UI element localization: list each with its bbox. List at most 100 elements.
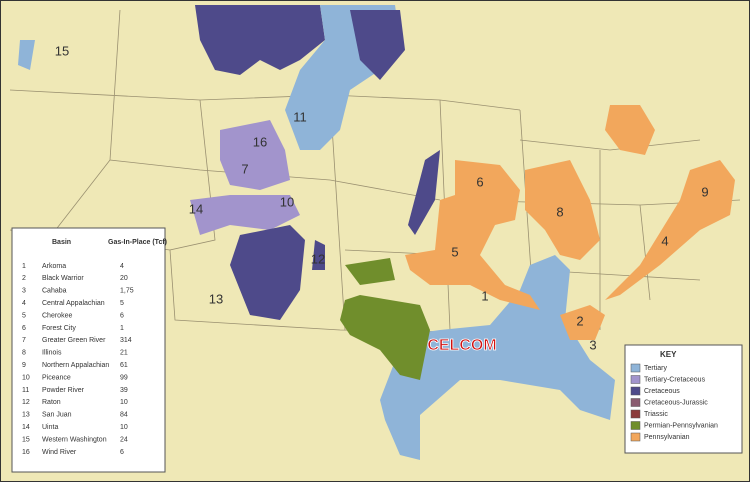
basin-number: 14 [189, 201, 203, 216]
basin-area [605, 105, 655, 155]
key-label: Cretaceous-Jurassic [644, 399, 708, 406]
basin-number: 6 [476, 174, 483, 189]
row-number: 6 [22, 325, 26, 332]
basin-name: Powder River [42, 387, 85, 394]
key-swatch [630, 363, 641, 373]
table-header: Gas-In-Place (Tcf) [108, 239, 167, 246]
basin-number: 12 [311, 251, 325, 266]
row-number: 14 [22, 424, 30, 431]
basin-area [380, 255, 615, 460]
key-label: Permian-Pennsylvanian [644, 422, 718, 429]
table-rows: 1 Arkoma 4 2 Black Warrior 20 3 Cahaba 1,75 4 Cent… [22, 263, 134, 456]
gas-value: 21 [120, 350, 128, 357]
basin-name: Piceance [42, 374, 71, 381]
basin-number: 16 [253, 134, 267, 149]
basin-number: 13 [209, 291, 223, 306]
basin-area [605, 160, 735, 300]
row-number: 2 [22, 275, 26, 282]
watermark: CELCOM [427, 337, 496, 354]
basin-number: 11 [293, 109, 307, 124]
row-number: 10 [22, 374, 30, 381]
gas-value: 84 [120, 412, 128, 419]
row-number: 15 [22, 436, 30, 443]
basin-number: 5 [451, 244, 458, 259]
basin-name: Cherokee [42, 312, 72, 319]
key-label: Pennsylvanian [644, 434, 690, 441]
gas-value: 24 [120, 436, 128, 443]
key-swatch [630, 409, 641, 419]
row-number: 9 [22, 362, 26, 369]
gas-value: 6 [120, 312, 124, 319]
basin-area [350, 10, 405, 80]
gas-value: 6 [120, 449, 124, 456]
key-label: Tertiary [644, 365, 667, 372]
basin-area [190, 195, 300, 235]
row-number: 13 [22, 412, 30, 419]
basin-name: Arkoma [42, 263, 66, 270]
basin-number: 4 [661, 233, 668, 248]
key-box [624, 344, 743, 454]
row-number: 7 [22, 337, 26, 344]
key-swatch [630, 375, 641, 384]
key-swatch [630, 421, 641, 430]
gas-value: 10 [120, 424, 128, 431]
basin-name: San Juan [42, 412, 72, 419]
key-swatch [630, 398, 641, 407]
row-number: 4 [22, 300, 26, 307]
table-box [11, 227, 166, 473]
row-number: 3 [22, 288, 26, 295]
key-swatch [630, 432, 641, 442]
basin-area [230, 225, 305, 320]
basin-name: Forest City [42, 325, 76, 332]
basin-number: 15 [55, 43, 69, 58]
basin-number: 10 [280, 194, 294, 209]
key-label: Triassic [644, 411, 668, 418]
gas-value: 39 [120, 387, 128, 394]
basin-name: Wind River [42, 449, 77, 456]
basin-name: Uinta [42, 424, 58, 431]
basin-area [405, 160, 540, 310]
gas-value: 61 [120, 362, 128, 369]
row-number: 8 [22, 350, 26, 357]
row-number: 1 [22, 263, 26, 270]
basin-number: 9 [701, 184, 708, 199]
gas-value: 1 [120, 325, 124, 332]
key-swatch [630, 386, 641, 396]
basin-area [345, 258, 395, 285]
gas-value: 20 [120, 275, 128, 282]
basin-name: Raton [42, 399, 61, 406]
basin-table: Basin Gas-In-Place (Tcf) 1 Arkoma 4 2 Black … [11, 227, 167, 473]
gas-value: 314 [120, 337, 132, 344]
basin-area [340, 295, 430, 380]
basin-name: Black Warrior [42, 275, 84, 282]
basin-number: 2 [576, 313, 583, 328]
basin-area [18, 40, 35, 70]
key-label: Cretaceous [644, 388, 680, 395]
gas-value: 5 [120, 300, 124, 307]
basin-area [525, 160, 600, 260]
row-number: 12 [22, 399, 30, 406]
basin-name: Illinois [42, 350, 62, 357]
basin-area [408, 150, 440, 235]
basin-area [312, 240, 325, 270]
basin-name: Western Washington [42, 436, 107, 443]
row-number: 11 [22, 387, 29, 394]
basin-name: Northern Appalachian [42, 362, 109, 369]
basin-name: Cahaba [42, 288, 67, 295]
basin-area [560, 305, 605, 340]
row-number: 16 [22, 449, 30, 456]
table-header: Basin [52, 239, 71, 246]
gas-value: 4 [120, 263, 124, 270]
basins [18, 5, 735, 460]
basin-number: 8 [556, 204, 563, 219]
gas-value: 10 [120, 399, 128, 406]
key-title: KEY [660, 350, 677, 359]
key-label: Tertiary-Cretaceous [644, 376, 706, 383]
basin-area [195, 5, 325, 75]
gas-value: 1,75 [120, 288, 134, 295]
basin-number: 3 [589, 337, 596, 352]
basin-area [220, 120, 290, 190]
basin-name: Central Appalachian [42, 300, 105, 307]
